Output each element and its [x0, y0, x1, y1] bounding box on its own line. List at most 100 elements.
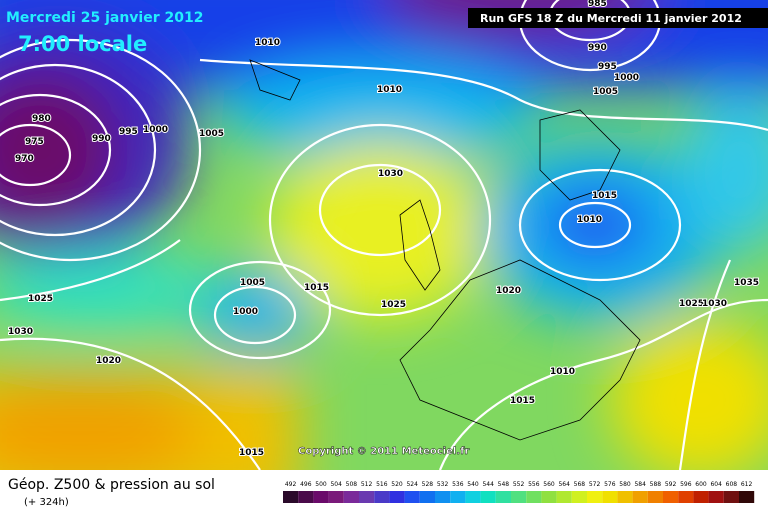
isobars [0, 0, 768, 470]
legend-swatch [663, 491, 679, 503]
legend-label: 556 [528, 481, 540, 488]
legend-label: 504 [330, 481, 342, 488]
isobar-label: 995 [119, 127, 138, 137]
legend-swatch [632, 491, 648, 503]
isobar-label: 1000 [614, 73, 639, 83]
legend-label: 552 [513, 481, 525, 488]
isobar-label: 1005 [240, 278, 265, 288]
legend-swatch [739, 491, 755, 503]
legend-swatch [602, 491, 618, 503]
legend-label: 516 [376, 481, 388, 488]
legend-label: 576 [604, 481, 616, 488]
isobar-label: 1025 [679, 299, 704, 309]
isobar-label: 975 [25, 137, 44, 147]
legend-label: 524 [406, 481, 418, 488]
legend-label: 520 [391, 481, 403, 488]
legend-swatch [511, 491, 527, 503]
isobar-label: 1030 [702, 299, 727, 309]
isobar-label: 1015 [510, 396, 535, 406]
legend-swatch [587, 491, 603, 503]
isobar-label: 1030 [378, 169, 403, 179]
legend-label: 532 [437, 481, 449, 488]
isobar-label: 1010 [577, 215, 602, 225]
legend-swatch [450, 491, 466, 503]
legend-swatch [541, 491, 557, 503]
legend-swatch [693, 491, 709, 503]
legend-label: 600 [695, 481, 707, 488]
legend-swatch [617, 491, 633, 503]
isobar-label: 1015 [592, 191, 617, 201]
legend-label: 604 [710, 481, 722, 488]
legend-swatch [359, 491, 375, 503]
legend-swatch [465, 491, 481, 503]
legend-swatch [374, 491, 390, 503]
legend-label: 500 [315, 481, 327, 488]
legend-swatch [480, 491, 496, 503]
isobar-label: 1020 [496, 286, 521, 296]
isobar-label: 1020 [96, 356, 121, 366]
isobar-label: 970 [15, 154, 34, 164]
isobar-label: 1015 [239, 448, 264, 458]
legend-swatch [283, 491, 299, 503]
run-info: Run GFS 18 Z du Mercredi 11 janvier 2012 [480, 12, 742, 25]
legend-swatch [495, 491, 511, 503]
isobar-label: 995 [598, 62, 617, 72]
legend-label: 612 [741, 481, 753, 488]
legend-label: 536 [452, 481, 464, 488]
legend-label: 580 [619, 481, 631, 488]
legend-label: 512 [361, 481, 373, 488]
coastlines [249, 59, 641, 441]
legend-label: 492 [285, 481, 297, 488]
isobar-label: 1010 [255, 38, 280, 48]
isobar-label: 1005 [199, 129, 224, 139]
legend-label: 528 [422, 481, 434, 488]
isobar-label: 1010 [550, 367, 575, 377]
legend-label: 548 [498, 481, 510, 488]
legend-label: 560 [543, 481, 555, 488]
isobar-label: 980 [32, 114, 51, 124]
legend-swatch [313, 491, 329, 503]
isobar-label: 1015 [304, 283, 329, 293]
legend-label: 508 [346, 481, 358, 488]
legend-label: 592 [665, 481, 677, 488]
copyright: Copyright © 2011 Meteociel.fr [298, 446, 469, 457]
legend-label: 540 [467, 481, 479, 488]
legend-swatch [571, 491, 587, 503]
legend-swatch [526, 491, 542, 503]
legend-label: 496 [300, 481, 312, 488]
isobar-label: 1030 [8, 327, 33, 337]
isobar-label: 1010 [377, 85, 402, 95]
legend-swatch [678, 491, 694, 503]
legend-swatch [723, 491, 739, 503]
legend-label: 596 [680, 481, 692, 488]
legend-swatch [298, 491, 314, 503]
isobar-label: 985 [588, 0, 607, 9]
isobar-label: 990 [92, 134, 111, 144]
isobar-label: 1000 [233, 307, 258, 317]
legend-label: 588 [650, 481, 662, 488]
legend-label: 564 [558, 481, 570, 488]
isobar-label: 1005 [593, 87, 618, 97]
isobar-label: 1035 [734, 278, 759, 288]
legend-swatch [556, 491, 572, 503]
isobar-label: 990 [588, 43, 607, 53]
legend-label: 608 [726, 481, 738, 488]
legend-swatch [343, 491, 359, 503]
legend-swatch [404, 491, 420, 503]
isobar-label: 1025 [28, 294, 53, 304]
legend-label: 572 [589, 481, 601, 488]
legend-swatch [389, 491, 405, 503]
run-box [468, 8, 768, 28]
time: 7:00 locale [18, 32, 147, 56]
legend-swatch [647, 491, 663, 503]
legend-swatch [435, 491, 451, 503]
isobar-label: 1025 [381, 300, 406, 310]
date: Mercredi 25 janvier 2012 [6, 10, 203, 26]
legend-swatch [328, 491, 344, 503]
legend-swatch [419, 491, 435, 503]
legend-label: 568 [574, 481, 586, 488]
footer-lead: (+ 324h) [24, 497, 69, 508]
